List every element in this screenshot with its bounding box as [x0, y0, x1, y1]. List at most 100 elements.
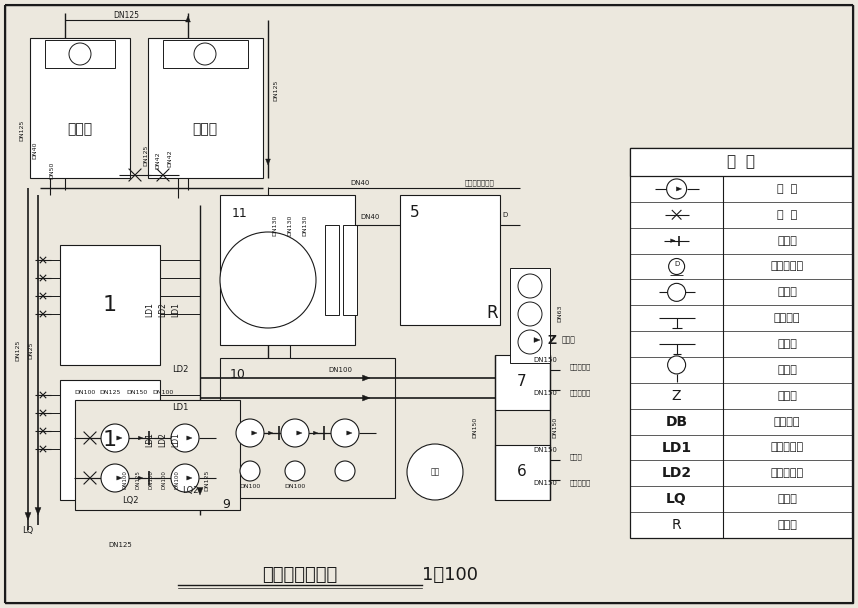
Circle shape: [236, 419, 264, 447]
Text: Z: Z: [548, 334, 557, 347]
Circle shape: [171, 464, 199, 492]
Text: D: D: [503, 212, 508, 218]
Text: LD2: LD2: [662, 466, 692, 480]
Text: DN150: DN150: [533, 390, 557, 396]
Bar: [30, 38, 130, 178]
Text: DN100: DN100: [153, 390, 173, 395]
Text: 1: 1: [103, 430, 117, 450]
Text: 自来水: 自来水: [562, 336, 576, 345]
Text: DN130: DN130: [287, 214, 293, 236]
Text: 7: 7: [517, 375, 527, 390]
Text: DN150: DN150: [126, 390, 148, 395]
Text: 图  例: 图 例: [727, 154, 755, 170]
Text: LQ2: LQ2: [122, 496, 138, 505]
Circle shape: [518, 274, 542, 298]
Polygon shape: [251, 431, 257, 435]
Text: DN150: DN150: [473, 416, 478, 438]
Text: LD1: LD1: [662, 441, 692, 455]
Bar: [75, 400, 240, 510]
Text: DN130: DN130: [273, 214, 277, 236]
Text: DN100: DN100: [284, 483, 305, 488]
Circle shape: [285, 461, 305, 481]
Text: 冷却水补充水管: 冷却水补充水管: [465, 180, 495, 186]
Polygon shape: [187, 476, 192, 480]
Text: DN100: DN100: [75, 390, 95, 395]
Text: DN100: DN100: [328, 367, 352, 373]
Text: LD1: LD1: [172, 303, 180, 317]
Polygon shape: [197, 488, 203, 495]
Circle shape: [101, 464, 129, 492]
Polygon shape: [269, 431, 273, 435]
Text: 冷冻水回水: 冷冻水回水: [770, 468, 804, 478]
Circle shape: [668, 258, 685, 274]
Text: DN125: DN125: [143, 144, 148, 166]
Text: LQ2: LQ2: [182, 486, 198, 494]
Text: DN25: DN25: [28, 341, 33, 359]
Text: DN125: DN125: [100, 390, 121, 395]
Bar: [630, 148, 852, 176]
Text: 软化水: 软化水: [777, 520, 797, 530]
Text: LD2: LD2: [159, 432, 167, 447]
Text: 1：100: 1：100: [422, 566, 478, 584]
Text: DN42: DN42: [167, 149, 172, 167]
Polygon shape: [676, 187, 681, 191]
Text: DN100: DN100: [239, 483, 261, 488]
Circle shape: [668, 356, 686, 374]
Polygon shape: [313, 431, 318, 435]
Text: DN50: DN50: [50, 161, 55, 179]
Text: 排气消声器: 排气消声器: [570, 480, 591, 486]
Text: DN125: DN125: [108, 542, 132, 548]
Circle shape: [331, 419, 359, 447]
Text: 10: 10: [230, 368, 246, 381]
Polygon shape: [266, 159, 270, 165]
Circle shape: [335, 461, 355, 481]
Bar: [325, 225, 339, 315]
Text: 压力表: 压力表: [777, 365, 797, 375]
Text: 蝶  阀: 蝶 阀: [777, 210, 797, 219]
Text: Z: Z: [672, 389, 681, 402]
Bar: [148, 38, 263, 178]
Text: LD1: LD1: [146, 303, 154, 317]
Circle shape: [281, 419, 309, 447]
Polygon shape: [534, 337, 540, 342]
Text: DB: DB: [666, 415, 687, 429]
Text: LD1: LD1: [146, 432, 154, 447]
Text: 6: 6: [517, 465, 527, 480]
Text: 11: 11: [232, 207, 248, 220]
Text: DN100: DN100: [174, 471, 179, 489]
Text: DN125: DN125: [15, 339, 21, 361]
Circle shape: [171, 424, 199, 452]
Circle shape: [240, 461, 260, 481]
Polygon shape: [297, 431, 302, 435]
Text: LD1: LD1: [172, 404, 188, 412]
Circle shape: [667, 179, 686, 199]
Text: 冷却水: 冷却水: [570, 454, 583, 460]
Text: R: R: [486, 304, 498, 322]
Circle shape: [220, 232, 316, 328]
Bar: [495, 445, 550, 500]
Text: DN150: DN150: [148, 471, 154, 489]
Text: LD2: LD2: [159, 303, 167, 317]
Polygon shape: [117, 476, 122, 480]
Text: DN125: DN125: [273, 79, 278, 101]
Text: DN63: DN63: [558, 304, 563, 322]
Text: DN40: DN40: [350, 180, 370, 186]
Text: R: R: [672, 518, 681, 532]
Bar: [220, 195, 355, 345]
Polygon shape: [671, 239, 675, 243]
Text: DN40: DN40: [360, 214, 380, 220]
Bar: [220, 358, 395, 498]
Bar: [45, 40, 115, 68]
Bar: [400, 195, 500, 325]
Text: DN100: DN100: [123, 471, 128, 489]
Text: DN125: DN125: [204, 469, 209, 491]
Text: 自来水: 自来水: [777, 391, 797, 401]
Text: 5: 5: [410, 205, 420, 220]
Text: DN125: DN125: [113, 12, 139, 21]
Text: DN40: DN40: [33, 141, 38, 159]
Text: LD1: LD1: [172, 432, 180, 447]
Text: DN150: DN150: [553, 416, 558, 438]
Circle shape: [668, 283, 686, 302]
Text: DN100: DN100: [161, 471, 166, 489]
Polygon shape: [138, 476, 143, 480]
